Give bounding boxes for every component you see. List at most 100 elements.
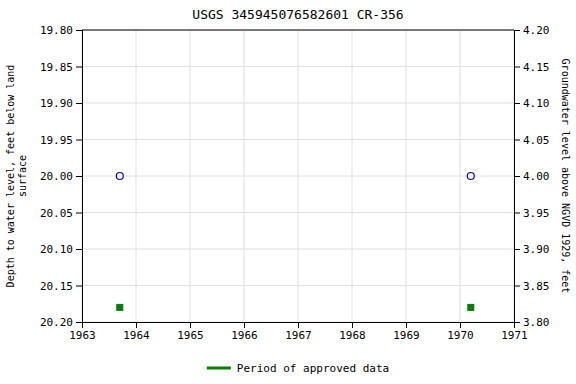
tick-mark (76, 286, 82, 287)
tick: 19.80 (40, 24, 82, 37)
axis-line (515, 31, 521, 323)
tick-mark (190, 322, 191, 328)
tick: 1968 (339, 322, 366, 342)
tick: 1969 (393, 322, 420, 342)
tick: 4.00 (514, 170, 550, 183)
tick-label: 20.10 (40, 243, 73, 256)
tick-label: 4.00 (523, 170, 550, 183)
tick: 20.10 (40, 243, 82, 256)
grid-line (406, 30, 407, 322)
axis-line (83, 323, 515, 329)
tick-mark (244, 322, 245, 328)
tick-label: 1971 (501, 329, 528, 342)
tick-label: 1965 (177, 329, 204, 342)
tick-mark (514, 286, 520, 287)
grid (82, 30, 514, 322)
tick: 4.10 (514, 97, 550, 110)
tick-label: 20.00 (40, 170, 73, 183)
square-point (117, 304, 123, 310)
grid-line (190, 30, 191, 322)
tick-label: 4.15 (523, 61, 550, 74)
tick-label: 20.20 (40, 316, 73, 329)
tick: 20.00 (40, 170, 82, 183)
tick-label: 4.20 (523, 24, 550, 37)
tick: 4.20 (514, 24, 550, 37)
tick: 3.85 (514, 280, 550, 293)
tick-mark (514, 103, 520, 104)
tick-label: 1963 (69, 329, 96, 342)
square-point (468, 304, 474, 310)
legend-item: Period of approved data (207, 362, 389, 375)
frame-line (82, 30, 514, 31)
tick-label: 3.85 (523, 280, 550, 293)
tick-mark (514, 140, 520, 141)
grid-line (460, 30, 461, 322)
tick: 4.15 (514, 61, 550, 74)
tick: 3.80 (514, 316, 550, 329)
tick-mark (514, 67, 520, 68)
tick-mark (406, 322, 407, 328)
y2-axis: 4.204.154.104.054.003.953.903.853.80 (514, 24, 550, 329)
tick-mark (514, 176, 520, 177)
tick: 1970 (447, 322, 474, 342)
title: USGS 345945076582601 CR-356 (192, 7, 403, 22)
tick-mark (136, 322, 137, 328)
tick-label: 1969 (393, 329, 420, 342)
series (117, 304, 474, 310)
tick-mark (514, 322, 520, 323)
tick-mark (76, 322, 82, 323)
legend: Period of approved data (207, 362, 389, 375)
tick-mark (514, 249, 520, 250)
tick-label: 1970 (447, 329, 474, 342)
tick-mark (352, 322, 353, 328)
tick-mark (76, 140, 82, 141)
tick-label: 4.10 (523, 97, 550, 110)
tick: 1965 (177, 322, 204, 342)
x-axis: 1963 1964 1965 1966 1967 1968 1969 1970 1971 (69, 322, 528, 342)
legend-swatch (207, 367, 231, 370)
tick-label: 19.90 (40, 97, 73, 110)
tick-label: 1964 (123, 329, 150, 342)
tick-label: 1968 (339, 329, 366, 342)
tick-mark (76, 176, 82, 177)
tick-mark (514, 30, 520, 31)
tick-label: 3.80 (523, 316, 550, 329)
tick: 20.20 (40, 316, 82, 329)
tick-label: 1966 (231, 329, 258, 342)
tick: 1964 (123, 322, 150, 342)
axis-line (76, 31, 83, 323)
tick-label: 3.95 (523, 207, 550, 220)
tick: 3.90 (514, 243, 550, 256)
tick: 19.95 (40, 134, 82, 147)
tick: 1966 (231, 322, 258, 342)
tick-label: 3.90 (523, 243, 550, 256)
tick-label: 19.85 (40, 61, 73, 74)
tick-label: 19.80 (40, 24, 73, 37)
tick-mark (76, 30, 82, 31)
tick-label: 20.15 (40, 280, 73, 293)
plot: 1963 1964 1965 1966 1967 1968 1969 1970 1971 19.8… (40, 24, 550, 342)
tick: 20.15 (40, 280, 82, 293)
tick: 20.05 (40, 207, 82, 220)
marks (116, 173, 474, 311)
grid-line (136, 30, 137, 322)
tick-mark (298, 322, 299, 328)
y-axis-label: Depth to water level, feet below landsur… (5, 65, 28, 288)
tick-label: 19.95 (40, 134, 73, 147)
chart: 1963 1964 1965 1966 1967 1968 1969 1970 1971 19.8… (0, 0, 576, 384)
tick: 3.95 (514, 207, 550, 220)
tick: 19.85 (40, 61, 82, 74)
tick: 1967 (285, 322, 312, 342)
legend-label: Period of approved data (237, 362, 389, 375)
tick-label: 1967 (285, 329, 312, 342)
tick-mark (460, 322, 461, 328)
tick-mark (76, 67, 82, 68)
tick-mark (76, 103, 82, 104)
tick-mark (76, 249, 82, 250)
grid-line (352, 30, 353, 322)
tick-mark (76, 213, 82, 214)
tick: 1963 (69, 322, 96, 342)
circle-point (467, 173, 474, 180)
grid-line (82, 30, 514, 31)
y2-axis-label: Groundwater level above NGVD 1929, feet (560, 59, 571, 294)
